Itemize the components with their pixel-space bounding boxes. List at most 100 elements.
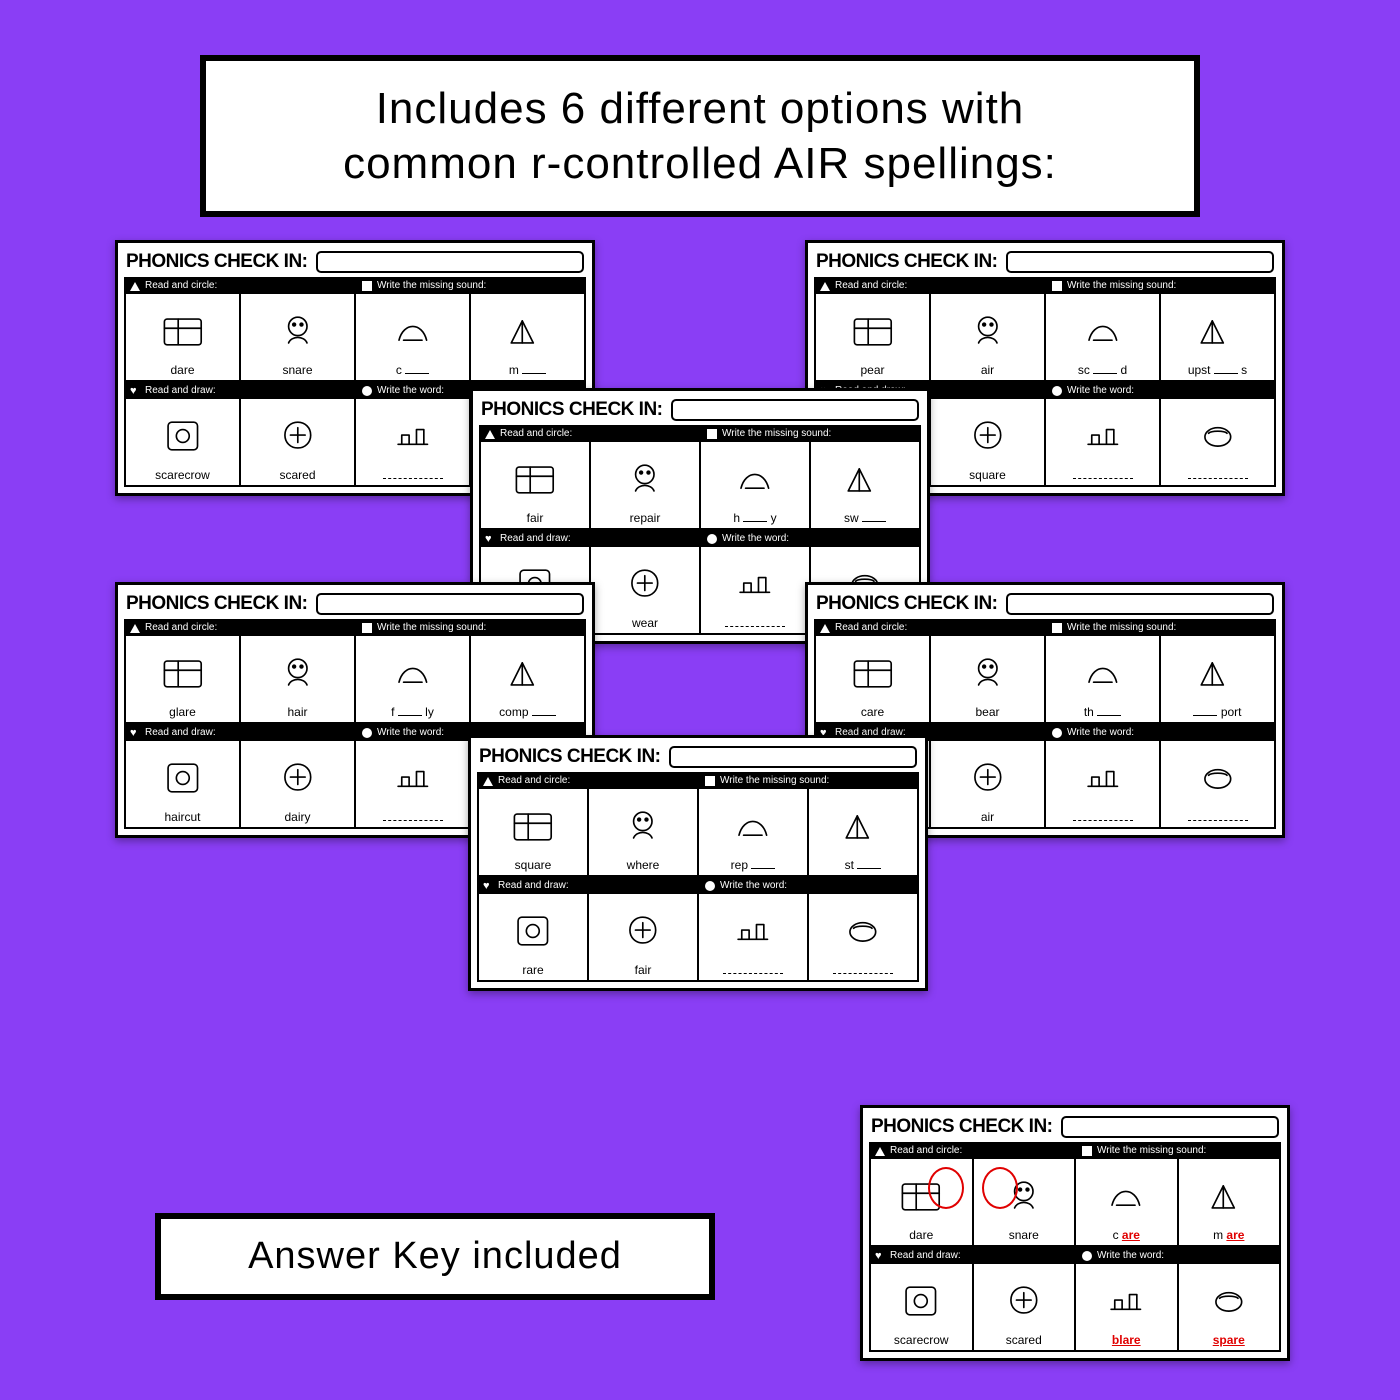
subheader-text: Write the missing sound: (377, 622, 486, 633)
cell-label: where (627, 858, 660, 872)
worksheet-cell: m are (1179, 1159, 1282, 1247)
cell-label: m are (1213, 1228, 1244, 1242)
worksheet-cell: scarecrow (124, 399, 241, 487)
section-subheader: Write the missing sound: (1046, 619, 1276, 636)
cell-label: sc d (1078, 363, 1127, 377)
clipart-icon (1049, 298, 1156, 363)
subheader-row: Read and draw:Write the word: (479, 530, 921, 547)
subheader-text: Write the missing sound: (1097, 1145, 1206, 1156)
cells-row: glarehairf lycomp (124, 636, 586, 724)
subheader-text: Write the missing sound: (722, 428, 831, 439)
cell-label: scared (279, 468, 315, 482)
tri-icon (485, 429, 495, 439)
circ-icon (362, 386, 372, 396)
subheader-text: Read and draw: (890, 1250, 961, 1261)
cell-label: fair (635, 963, 652, 977)
cell-label (1073, 468, 1133, 482)
section-subheader: Write the word: (1046, 724, 1276, 741)
sq-icon (1082, 1146, 1092, 1156)
cell-label: scared (1006, 1333, 1042, 1347)
subheader-text: Write the missing sound: (1067, 280, 1176, 291)
cell-label: wear (632, 616, 658, 630)
section-subheader: Read and circle: (124, 619, 356, 636)
cell-label (1188, 810, 1248, 824)
clipart-icon (1164, 745, 1271, 810)
worksheet-cell: square (477, 789, 589, 877)
clipart-icon (1164, 298, 1271, 363)
name-blank (671, 399, 919, 421)
cell-label: dairy (284, 810, 310, 824)
subheader-text: Write the word: (720, 880, 787, 891)
heart-icon (130, 386, 140, 396)
worksheet-cell: air (931, 741, 1046, 829)
cells-row: carebearth port (814, 636, 1276, 724)
clipart-icon (702, 898, 804, 963)
section-subheader: Write the word: (701, 530, 921, 547)
clipart-icon (934, 640, 1041, 705)
cell-label: comp (499, 705, 556, 719)
subheader-row: Read and circle: Write the missing sound: (479, 425, 921, 442)
subheader-text: Write the word: (377, 385, 444, 396)
subheader-text: Read and draw: (145, 727, 216, 738)
section-subheader: Read and circle: (869, 1142, 1076, 1159)
subheader-text: Write the missing sound: (1067, 622, 1176, 633)
clipart-icon (934, 298, 1041, 363)
subheader-text: Read and draw: (145, 385, 216, 396)
clipart-icon (702, 793, 804, 858)
clipart-icon (244, 640, 351, 705)
subheader-row: Read and circle: Write the missing sound: (814, 277, 1276, 294)
tri-icon (483, 776, 493, 786)
cell-label: dare (909, 1228, 933, 1242)
subheader-row: Read and draw: Write the word: (477, 877, 919, 894)
clipart-icon (592, 898, 694, 963)
cell-label: spare (1213, 1333, 1245, 1347)
section-subheader: Read and circle: (479, 425, 701, 442)
clipart-icon (977, 1268, 1072, 1333)
subheader-row: Read and circle: Write the missing sound: (124, 277, 586, 294)
subheader-text: Read and circle: (835, 280, 907, 291)
worksheet-cell: blare (1076, 1264, 1179, 1352)
cell-label: h y (733, 511, 776, 525)
cell-label: fair (527, 511, 544, 525)
tri-icon (875, 1146, 885, 1156)
cells-row: fair repair h y sw (479, 442, 921, 530)
subheader-text: Write the missing sound: (377, 280, 486, 291)
worksheet-cell: fair (589, 894, 699, 982)
card-title-text: PHONICS CHECK IN: (126, 593, 308, 615)
subheader-row: Read and circle:Write the missing sound: (477, 772, 919, 789)
clipart-icon (1079, 1268, 1174, 1333)
cell-label: scarecrow (894, 1333, 949, 1347)
worksheet-cell: st (809, 789, 919, 877)
subheader-text: Read and circle: (500, 428, 572, 439)
worksheet-cell: bear (931, 636, 1046, 724)
section-subheader: Write the word: (699, 877, 919, 894)
cell-label: upst s (1188, 363, 1247, 377)
clipart-icon (934, 403, 1041, 468)
cell-label: repair (630, 511, 661, 525)
subheader-text: Read and circle: (145, 622, 217, 633)
tri-icon (820, 623, 830, 633)
worksheet-cell: snare (241, 294, 356, 382)
name-blank (669, 746, 917, 768)
cells-row: scarecrow scared blare spare (869, 1264, 1281, 1352)
section-subheader: Read and circle: (814, 277, 1046, 294)
circ-icon (1082, 1251, 1092, 1261)
cell-label: pear (860, 363, 884, 377)
cell-label: hair (287, 705, 307, 719)
cell-label: th (1084, 705, 1121, 719)
subheader-text: Read and circle: (145, 280, 217, 291)
clipart-icon (482, 898, 584, 963)
cell-label: c are (1113, 1228, 1140, 1242)
clipart-icon (474, 640, 581, 705)
section-subheader: Read and draw: (477, 877, 699, 894)
heart-icon (875, 1251, 885, 1261)
worksheet-cell: h y (701, 442, 811, 530)
worksheet-cell: care (814, 636, 931, 724)
worksheet-cell: scarecrow (869, 1264, 974, 1352)
clipart-icon (1049, 640, 1156, 705)
cell-label: rep (731, 858, 776, 872)
cell-label: air (981, 810, 994, 824)
name-blank (1006, 593, 1274, 615)
worksheet-cell: sw (811, 442, 921, 530)
worksheet-cell: rep (699, 789, 809, 877)
